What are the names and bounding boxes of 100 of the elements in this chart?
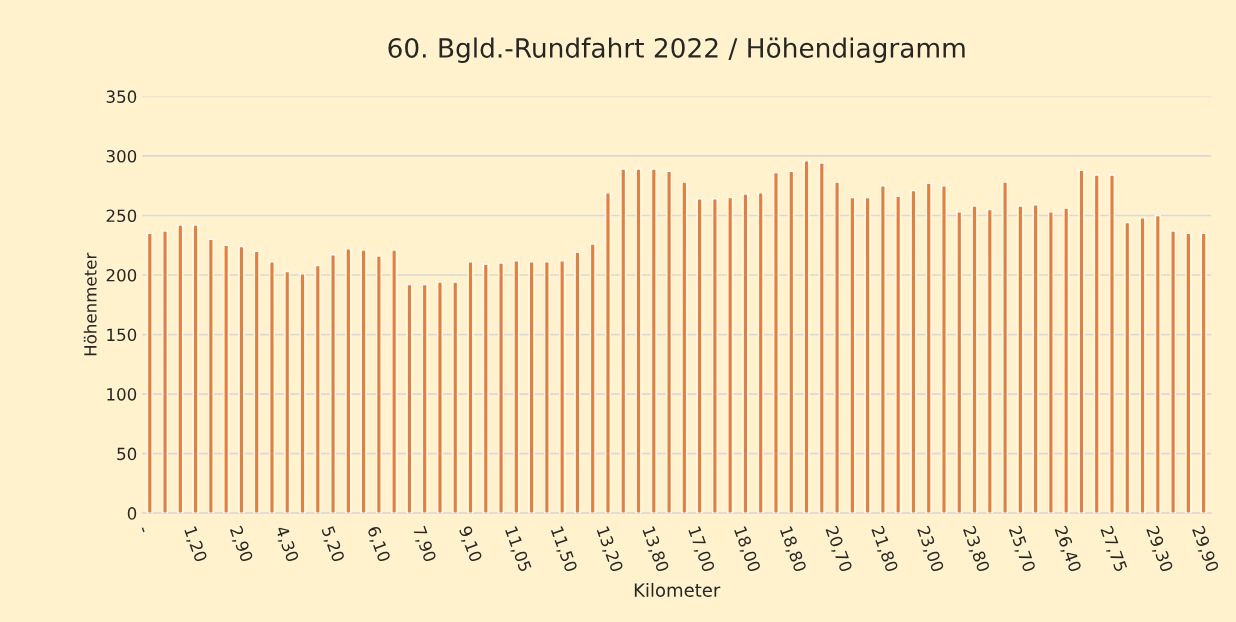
x-tick-label: 11,05 — [503, 526, 532, 573]
bar — [879, 185, 886, 514]
bar — [375, 255, 382, 514]
bar — [742, 193, 749, 514]
x-tick-label: 20,70 — [823, 525, 853, 574]
x-tick-label: 26,40 — [1052, 525, 1082, 574]
bar — [1032, 204, 1039, 514]
bar — [528, 261, 535, 514]
bar — [956, 211, 963, 514]
bar — [788, 170, 795, 514]
bar — [849, 196, 856, 514]
bar — [1170, 230, 1177, 514]
bar — [941, 185, 947, 514]
x-tick-label: 13,20 — [594, 526, 624, 574]
bar — [864, 196, 871, 514]
bar — [452, 281, 459, 514]
bar — [559, 260, 566, 514]
bar — [773, 171, 779, 514]
bar — [971, 205, 978, 514]
bar — [1139, 217, 1146, 514]
x-axis-title: Kilometer — [634, 582, 721, 597]
bar — [177, 224, 184, 514]
y-tick-label: 200 — [106, 268, 137, 282]
bar — [574, 251, 581, 514]
y-tick-label: 100 — [107, 388, 137, 401]
bar — [635, 168, 642, 514]
bar — [650, 168, 657, 514]
y-tick-label: 350 — [106, 90, 137, 103]
bar — [207, 238, 214, 514]
y-axis-title: Höhenmeter — [83, 252, 97, 356]
bar — [345, 248, 352, 514]
bar — [284, 270, 291, 514]
bar — [391, 249, 398, 514]
x-tick-label: 9,10 — [457, 525, 483, 564]
bar — [467, 261, 474, 514]
y-tick-label: 250 — [106, 209, 137, 223]
bar — [498, 262, 505, 514]
bar — [360, 249, 367, 514]
bar — [620, 168, 627, 514]
bar — [681, 181, 688, 514]
bar — [223, 244, 230, 514]
bar — [1185, 232, 1192, 514]
x-tick-label: 11,50 — [549, 526, 578, 574]
x-tick-label: 4,30 — [273, 525, 300, 564]
bar — [513, 260, 520, 514]
x-tick-label: 29,90 — [1190, 525, 1220, 574]
bar — [1047, 211, 1054, 514]
bar — [1002, 181, 1009, 514]
bar — [406, 283, 413, 514]
bar — [986, 208, 993, 514]
bar — [1017, 205, 1024, 514]
x-tick-label: 6,10 — [365, 525, 391, 564]
bar — [604, 192, 611, 514]
bar — [238, 245, 245, 514]
x-tick-label: 21,80 — [869, 525, 899, 574]
bar — [1200, 232, 1207, 514]
bar — [436, 281, 443, 514]
x-tick-label: 13,80 — [640, 526, 670, 574]
bar — [925, 182, 932, 514]
bar — [834, 181, 841, 514]
bar — [146, 232, 153, 514]
bar — [253, 250, 260, 514]
bar — [818, 162, 825, 514]
bar — [421, 283, 428, 514]
y-tick-label: 50 — [117, 447, 137, 461]
x-tick-label: 25,70 — [1007, 525, 1037, 574]
bar — [162, 230, 169, 514]
bar — [192, 224, 199, 514]
bar — [1078, 169, 1085, 514]
bar — [666, 170, 673, 514]
x-tick-label: 2,90 — [228, 525, 254, 564]
bar — [543, 261, 550, 514]
bar — [1109, 174, 1115, 514]
y-tick-label: 300 — [106, 149, 137, 163]
x-tick-label: 23,00 — [915, 525, 945, 574]
bar — [1093, 174, 1100, 514]
x-tick-label: 5,20 — [319, 525, 346, 564]
x-tick-label: 23,80 — [961, 525, 991, 574]
bar — [895, 195, 902, 514]
x-tick-label: 18,80 — [778, 526, 807, 574]
x-tick-label: - — [141, 527, 145, 533]
bar — [727, 196, 734, 514]
x-tick-label: 29,30 — [1144, 525, 1174, 574]
y-tick-label: 0 — [127, 507, 137, 520]
bar — [589, 243, 596, 514]
bar — [1063, 207, 1070, 514]
chart-title: 60. Bgld.-Rundfahrt 2022 / Höhendiagramm — [388, 37, 965, 64]
bar — [711, 198, 718, 514]
bar — [1124, 221, 1131, 514]
x-tick-label: 17,00 — [686, 526, 716, 574]
x-tick-label: 7,90 — [411, 525, 437, 564]
bar — [482, 263, 489, 514]
bar — [268, 261, 275, 514]
x-tick-label: 1,20 — [182, 526, 208, 564]
x-tick-label: 18,00 — [732, 526, 762, 574]
x-tick-label: 27,75 — [1098, 525, 1128, 573]
bar — [1154, 214, 1161, 514]
bar — [696, 198, 703, 514]
y-tick-label: 150 — [107, 328, 137, 342]
bar — [330, 254, 337, 514]
